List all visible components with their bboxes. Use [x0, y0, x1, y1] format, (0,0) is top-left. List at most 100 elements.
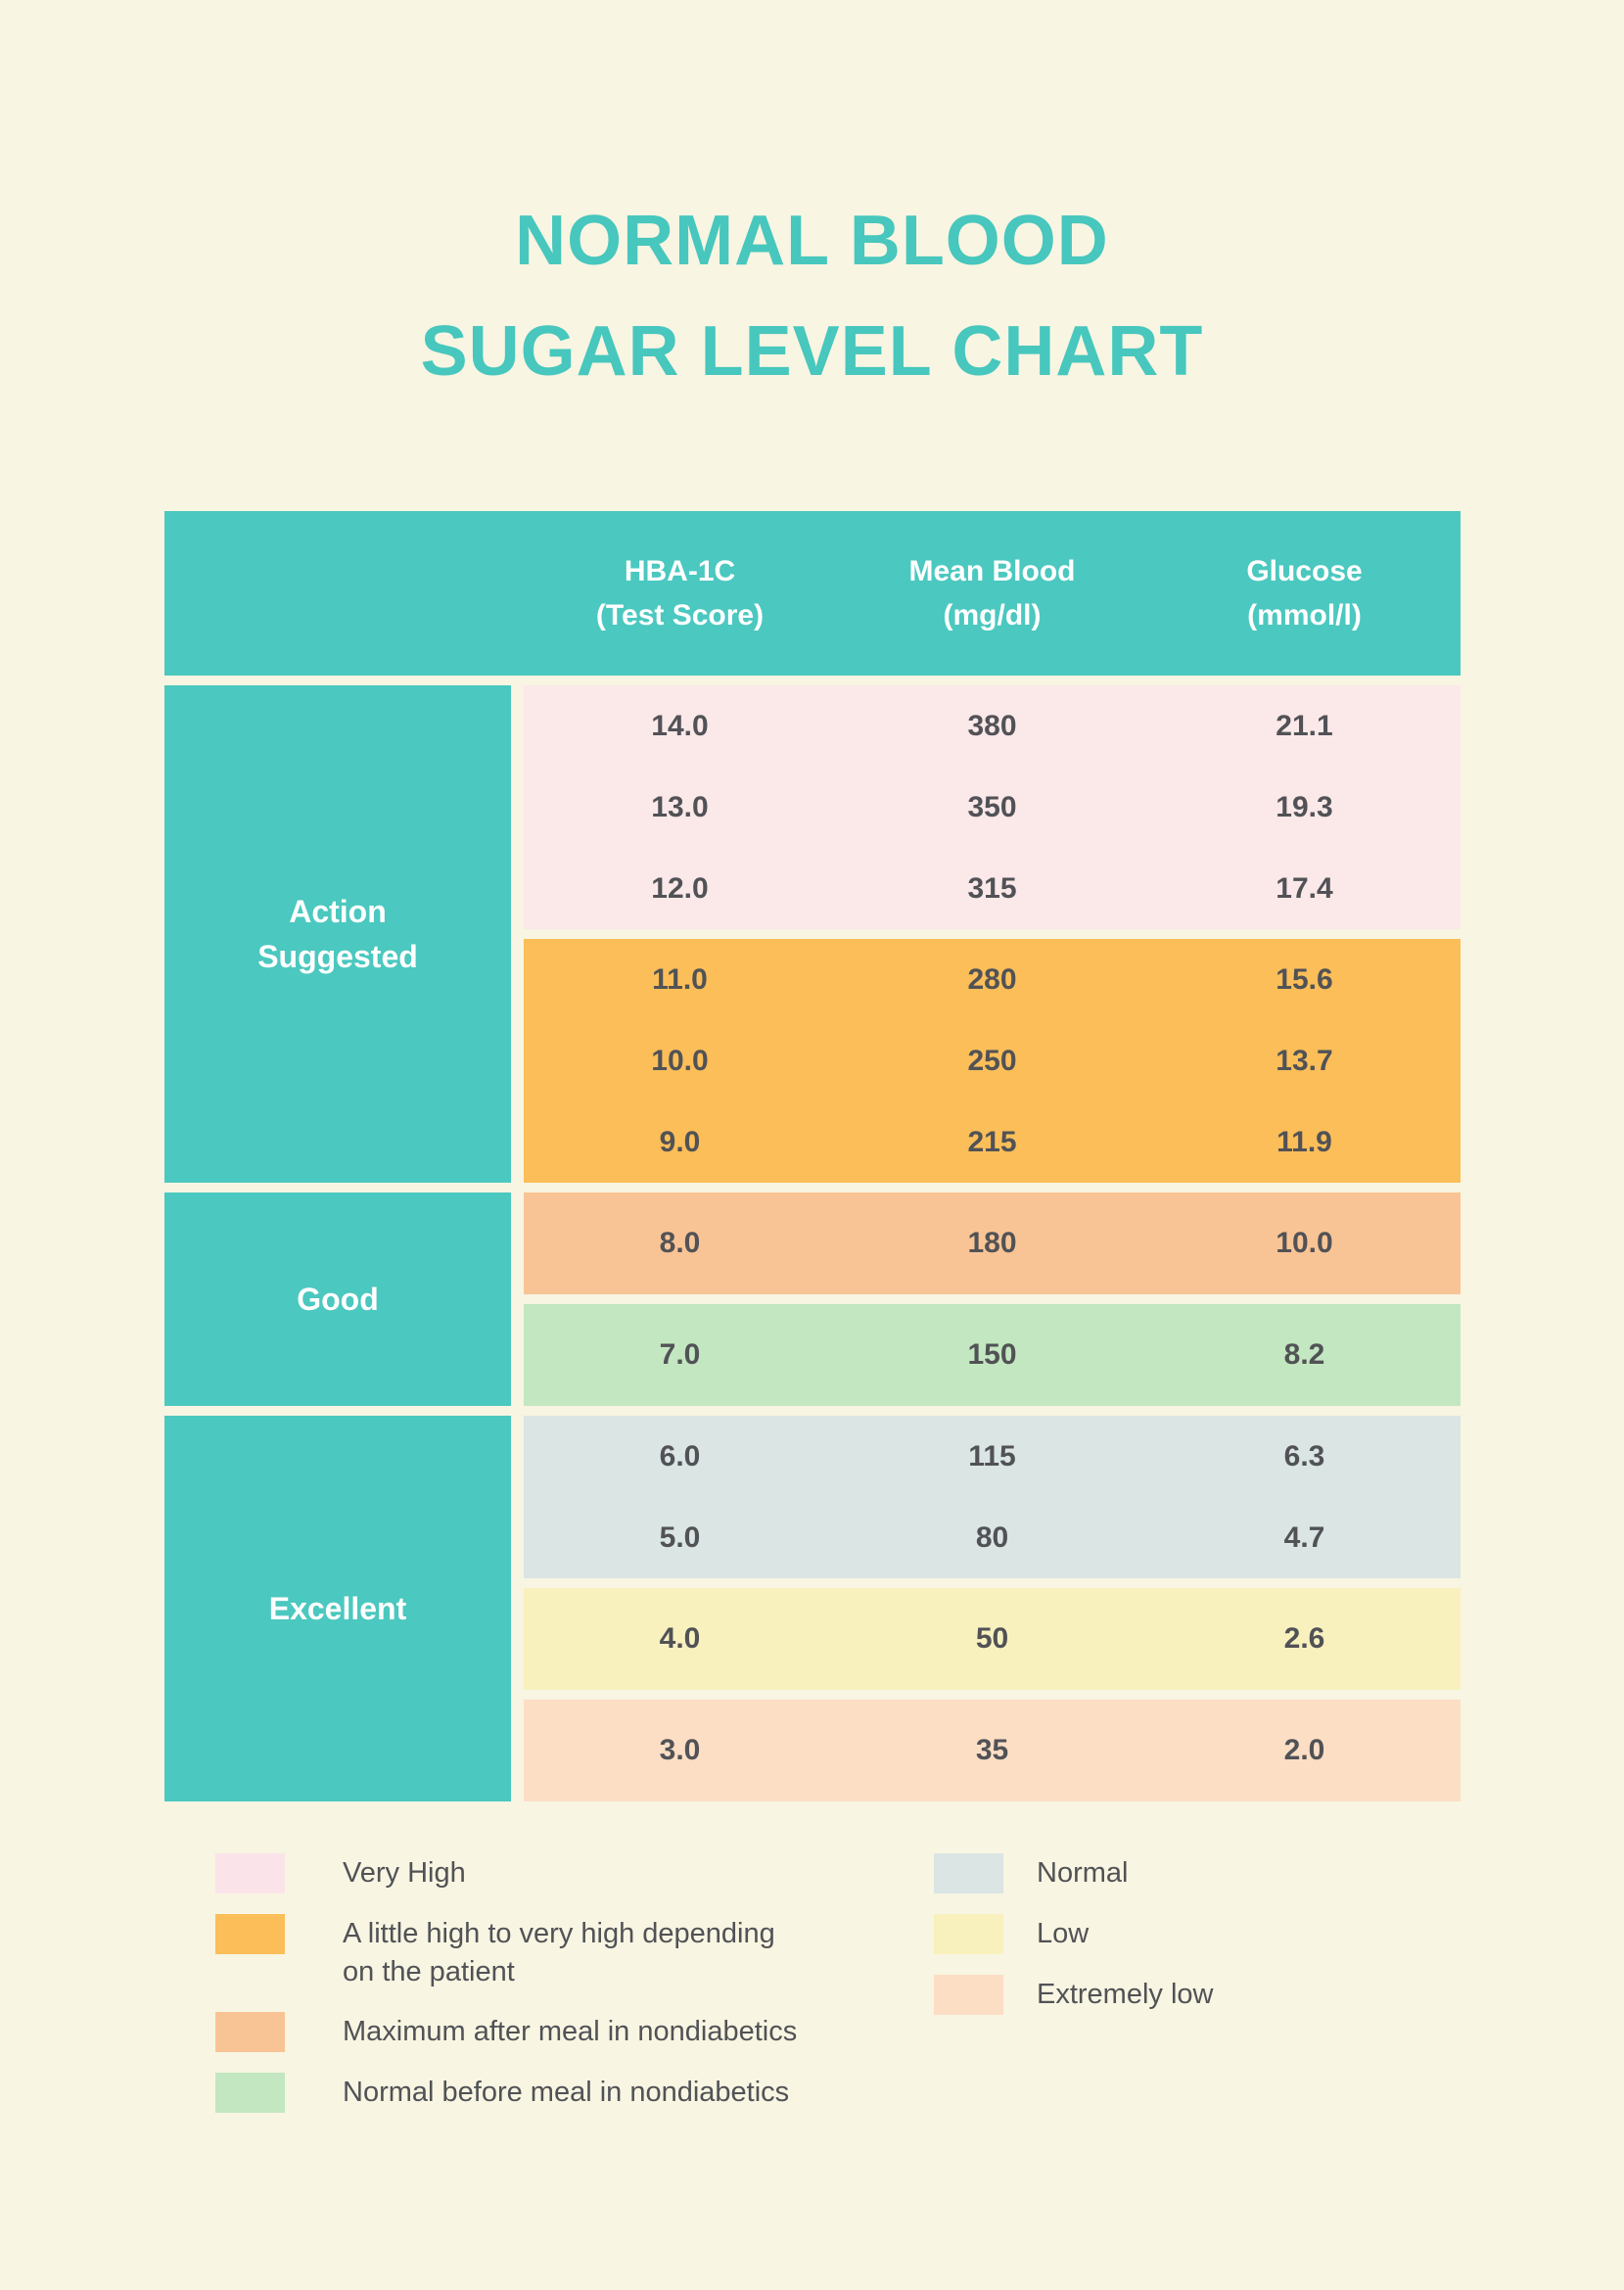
legend-label: Maximum after meal in nondiabetics [343, 2016, 798, 2047]
value-cell: 2.6 [1283, 1622, 1325, 1655]
value-cell: 7.0 [659, 1338, 701, 1371]
table-row: 5.0 80 4.7 [524, 1497, 1461, 1578]
header-cell-glucose-line1: Glucose [1246, 555, 1363, 587]
table-row: 3.0 35 2.0 [524, 1700, 1461, 1801]
legend-item: Extremely low [934, 1975, 1214, 2015]
header-cell-hba1c: HBA-1C (Test Score) [524, 549, 836, 637]
page-title: NORMAL BLOOD SUGAR LEVEL CHART [0, 186, 1624, 407]
section-blocks: 6.0 115 6.3 5.0 80 4.7 4.0 50 2.6 3.0 35 2.0 [524, 1416, 1461, 1801]
value-cell: 11.9 [1276, 1125, 1332, 1158]
value-cell: 13.7 [1276, 1044, 1333, 1077]
value-cell: 315 [967, 871, 1017, 905]
header-cell-glucose: Glucose (mmol/l) [1148, 549, 1461, 637]
header-cell-mean-blood-line1: Mean Blood [908, 555, 1076, 587]
page-title-line1: NORMAL BLOOD [515, 202, 1109, 280]
legend-item: Very High [215, 1853, 934, 1893]
table-section: Action Suggested 14.0 380 21.1 13.0 350 19.3 12… [164, 685, 1461, 1183]
value-cell: 15.6 [1276, 962, 1333, 996]
table-row: 9.0 215 11.9 [524, 1101, 1461, 1183]
value-cell: 19.3 [1276, 790, 1333, 823]
legend-item: Maximum after meal in nondiabetics [215, 2012, 934, 2052]
header-cell-mean-blood: Mean Blood (mg/dl) [836, 549, 1148, 637]
value-cell: 250 [967, 1044, 1017, 1077]
value-cell: 380 [967, 709, 1017, 742]
value-cell: 10.0 [651, 1044, 709, 1077]
legend-item: Low [934, 1914, 1214, 1954]
value-cell: 115 [968, 1439, 1016, 1472]
table-row: 13.0 350 19.3 [524, 767, 1461, 848]
value-cell: 8.0 [659, 1227, 701, 1259]
value-cell: 5.0 [659, 1520, 701, 1554]
value-cell: 8.2 [1283, 1338, 1325, 1371]
legend-label: Normal [1037, 1857, 1129, 1889]
value-cell: 50 [975, 1622, 1009, 1655]
zone-block: 4.0 50 2.6 [524, 1588, 1461, 1690]
value-cell: 4.7 [1283, 1520, 1325, 1554]
table-row: 11.0 280 15.6 [524, 939, 1461, 1020]
zone-block: 11.0 280 15.6 10.0 250 13.7 9.0 215 11.9 [524, 939, 1461, 1183]
section-blocks: 8.0 180 10.0 7.0 150 8.2 [524, 1192, 1461, 1406]
blood-sugar-table: HBA-1C (Test Score) Mean Blood (mg/dl) G… [164, 511, 1461, 1811]
value-cell: 17.4 [1276, 871, 1333, 905]
legend-item: Normal before meal in nondiabetics [215, 2073, 934, 2113]
table-row: 12.0 315 17.4 [524, 848, 1461, 929]
header-cell-glucose-line2: (mmol/l) [1247, 599, 1362, 631]
legend-swatch [934, 1914, 1003, 1954]
category-cell: Excellent [164, 1416, 511, 1801]
value-cell: 6.3 [1283, 1439, 1325, 1472]
value-cell: 280 [967, 962, 1017, 996]
value-cell: 13.0 [651, 790, 709, 823]
value-cell: 215 [967, 1125, 1017, 1158]
legend-label: Extremely low [1037, 1979, 1214, 2010]
header-cell-mean-blood-line2: (mg/dl) [943, 599, 1042, 631]
table-row: 10.0 250 13.7 [524, 1020, 1461, 1101]
header-cell-hba1c-line2: (Test Score) [595, 599, 765, 631]
legend-label: Normal before meal in nondiabetics [343, 2077, 790, 2108]
page-title-line2: SUGAR LEVEL CHART [420, 312, 1204, 391]
legend-swatch [934, 1975, 1003, 2015]
legend-label: A little high to very high depending on … [343, 1918, 775, 1987]
zone-block: 7.0 150 8.2 [524, 1304, 1461, 1406]
value-cell: 35 [975, 1734, 1009, 1766]
legend-label: Very High [343, 1857, 466, 1889]
value-cell: 9.0 [659, 1125, 701, 1158]
value-cell: 11.0 [652, 962, 708, 996]
zone-block: 8.0 180 10.0 [524, 1192, 1461, 1294]
legend-label: Low [1037, 1918, 1090, 1949]
value-cell: 12.0 [651, 871, 709, 905]
table-row: 7.0 150 8.2 [524, 1304, 1461, 1406]
zone-block: 6.0 115 6.3 5.0 80 4.7 [524, 1416, 1461, 1578]
table-section: Good 8.0 180 10.0 7.0 150 8.2 [164, 1192, 1461, 1406]
category-cell: Action Suggested [164, 685, 511, 1183]
legend-item: A little high to very high depending on … [215, 1914, 934, 1991]
value-cell: 180 [967, 1227, 1017, 1259]
value-cell: 10.0 [1276, 1227, 1333, 1259]
table-body: Action Suggested 14.0 380 21.1 13.0 350 19.3 12… [164, 685, 1461, 1801]
table-row: 14.0 380 21.1 [524, 685, 1461, 767]
value-cell: 80 [975, 1520, 1009, 1554]
legend-swatch [215, 1853, 285, 1893]
value-cell: 4.0 [659, 1622, 701, 1655]
header-cell-hba1c-line1: HBA-1C [624, 555, 736, 587]
table-section: Excellent 6.0 115 6.3 5.0 80 4.7 4.0 50 2.6 3.0 35 2… [164, 1416, 1461, 1801]
value-cell: 6.0 [659, 1439, 701, 1472]
value-cell: 2.0 [1283, 1734, 1325, 1766]
table-row: 8.0 180 10.0 [524, 1192, 1461, 1294]
legend-swatch [215, 2073, 285, 2113]
legend: Very High A little high to very high depe… [215, 1853, 1214, 2113]
value-cell: 150 [967, 1338, 1017, 1371]
zone-block: 14.0 380 21.1 13.0 350 19.3 12.0 315 17.4 [524, 685, 1461, 929]
section-blocks: 14.0 380 21.1 13.0 350 19.3 12.0 315 17.4 11.0 280… [524, 685, 1461, 1183]
value-cell: 21.1 [1276, 709, 1333, 742]
legend-swatch [215, 1914, 285, 1954]
value-cell: 3.0 [659, 1734, 701, 1766]
value-cell: 350 [967, 790, 1017, 823]
table-header: HBA-1C (Test Score) Mean Blood (mg/dl) G… [164, 511, 1461, 676]
legend-item: Normal [934, 1853, 1214, 1893]
category-cell: Good [164, 1192, 511, 1406]
legend-col-left: Very High A little high to very high depe… [215, 1853, 934, 2113]
legend-swatch [934, 1853, 1003, 1893]
zone-block: 3.0 35 2.0 [524, 1700, 1461, 1801]
legend-col-right: Normal Low Extremely low [934, 1853, 1214, 2015]
